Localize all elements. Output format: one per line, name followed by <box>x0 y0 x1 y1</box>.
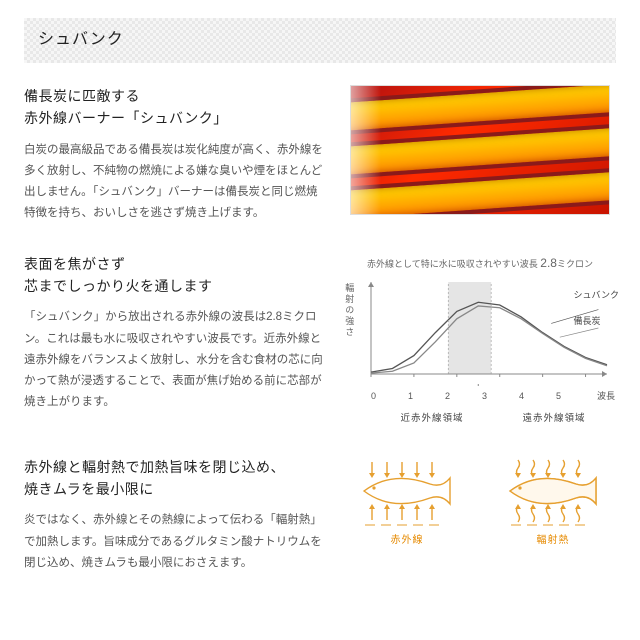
fish-rad-block: 輻射熱 <box>498 456 608 550</box>
region-far: 遠赤外線領域 <box>493 410 615 427</box>
s3-title-l2: 焼きムラを最小限に <box>24 481 154 497</box>
section3-body: 炎ではなく、赤外線とその熱線によって伝わる「輻射熱」で加熱します。旨味成分である… <box>24 510 324 574</box>
s3-title-l1: 赤外線と輻射熱で加熱旨味を閉じ込め、 <box>24 459 285 475</box>
chart-caption: 赤外線として特に水に吸収されやすい波長 2.8ミクロン <box>345 253 615 275</box>
s2-title-l2: 芯までしっかり火を通します <box>24 278 213 294</box>
burner-illustration <box>350 85 610 215</box>
section1-body: 白炭の最高級品である備長炭は炭化純度が高く、赤外線を多く放射し、不純物の燃焼によ… <box>24 140 324 225</box>
legend-schwank: シュバンク <box>574 287 619 303</box>
fish-row: 赤外線 輻射熱 <box>345 456 615 550</box>
chart-area: 赤外線として特に水に吸収されやすい波長 2.8ミクロン 輻射の強さ 012345… <box>344 253 616 428</box>
fish-area: 赤外線 輻射熱 <box>344 456 616 575</box>
fish-ir-icon <box>352 456 462 526</box>
chart-regions: 近赤外線領域 遠赤外線領域 <box>371 410 615 427</box>
cap-unit: ミクロン <box>557 259 593 269</box>
fish-rad-label: 輻射熱 <box>498 532 608 550</box>
s1-title-l1: 備長炭に匹敵する <box>24 88 140 104</box>
section-burner: 備長炭に匹敵する 赤外線バーナー「シュバンク」 白炭の最高級品である備長炭は炭化… <box>24 85 616 225</box>
chart-legend: シュバンク 備長炭 <box>574 287 619 339</box>
fish-rad-icon <box>498 456 608 526</box>
cap-pre: 赤外線として特に水に吸収されやすい波長 <box>367 259 538 269</box>
page-title: シュバンク <box>24 18 616 63</box>
section3-text: 赤外線と輻射熱で加熱旨味を閉じ込め、 焼きムラを最小限に 炎ではなく、赤外線とそ… <box>24 456 324 575</box>
section1-text: 備長炭に匹敵する 赤外線バーナー「シュバンク」 白炭の最高級品である備長炭は炭化… <box>24 85 324 225</box>
legend-bincho: 備長炭 <box>574 313 619 329</box>
burner-image <box>344 85 616 225</box>
fish-ir-block: 赤外線 <box>352 456 462 550</box>
cap-val: 2.8 <box>540 256 557 270</box>
section3-title: 赤外線と輻射熱で加熱旨味を閉じ込め、 焼きムラを最小限に <box>24 456 324 501</box>
section2-body: 「シュバンク」から放出される赤外線の波長は2.8ミクロン。これは最も水に吸収され… <box>24 307 324 413</box>
section2-title: 表面を焦がさず 芯までしっかり火を通します <box>24 253 324 298</box>
chart-ylabel: 輻射の強さ <box>341 283 357 338</box>
chart-wrap: 赤外線として特に水に吸収されやすい波長 2.8ミクロン 輻射の強さ 012345… <box>345 253 615 428</box>
section1-title: 備長炭に匹敵する 赤外線バーナー「シュバンク」 <box>24 85 324 130</box>
section-chart: 表面を焦がさず 芯までしっかり火を通します 「シュバンク」から放出される赤外線の… <box>24 253 616 428</box>
chart-xlabels: 012345波長 <box>371 388 615 404</box>
section-fish: 赤外線と輻射熱で加熱旨味を閉じ込め、 焼きムラを最小限に 炎ではなく、赤外線とそ… <box>24 456 616 575</box>
region-near: 近赤外線領域 <box>371 410 493 427</box>
s1-title-l2: 赤外線バーナー「シュバンク」 <box>24 110 228 126</box>
section2-text: 表面を焦がさず 芯までしっかり火を通します 「シュバンク」から放出される赤外線の… <box>24 253 324 428</box>
s2-title-l1: 表面を焦がさず <box>24 256 126 272</box>
fish-ir-label: 赤外線 <box>352 532 462 550</box>
